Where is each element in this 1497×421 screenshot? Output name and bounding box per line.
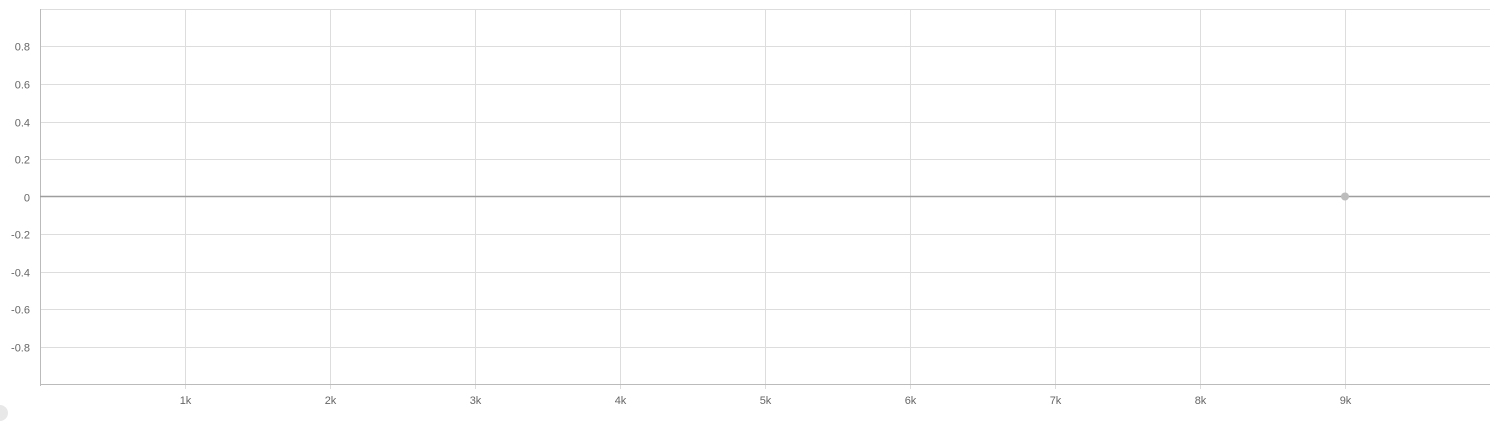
tick-labels: 0.8 0.6 0.4 0.2 0 -0.2 -0.4 -0.6 -0.8 1k 2k 3k 4k 5k 6… bbox=[11, 42, 1352, 408]
y-tick-label: -0.6 bbox=[11, 305, 30, 317]
x-tick-label: 6k bbox=[905, 395, 917, 407]
x-tick-label: 2k bbox=[325, 395, 337, 407]
x-tick-label: 4k bbox=[615, 395, 627, 407]
y-tick-label: 0 bbox=[24, 193, 30, 205]
line-chart: 0.8 0.6 0.4 0.2 0 -0.2 -0.4 -0.6 -0.8 1k 2k 3k 4k 5k 6… bbox=[11, 9, 1490, 408]
y-tick-label: -0.2 bbox=[11, 230, 30, 242]
y-tick-label: 0.2 bbox=[15, 155, 30, 167]
x-tick-label: 5k bbox=[760, 395, 772, 407]
y-tick-label: -0.8 bbox=[11, 343, 30, 355]
x-tick-label: 8k bbox=[1195, 395, 1207, 407]
y-tick-label: 0.6 bbox=[15, 80, 30, 92]
x-tick-label: 9k bbox=[1340, 395, 1352, 407]
grid-lines bbox=[40, 9, 1490, 389]
axes bbox=[40, 9, 1490, 386]
y-tick-label: 0.8 bbox=[15, 42, 30, 54]
x-tick-label: 3k bbox=[470, 395, 482, 407]
y-tick-label: -0.4 bbox=[11, 268, 30, 280]
x-tick-label: 7k bbox=[1050, 395, 1062, 407]
y-tick-label: 0.4 bbox=[15, 118, 30, 130]
x-tick-label: 1k bbox=[180, 395, 192, 407]
series-layer bbox=[1341, 192, 1349, 201]
data-point[interactable] bbox=[1341, 192, 1349, 201]
